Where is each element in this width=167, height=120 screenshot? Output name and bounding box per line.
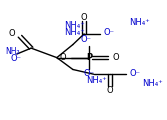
Text: O: O bbox=[113, 53, 120, 62]
Text: NH₄⁺: NH₄⁺ bbox=[129, 18, 150, 27]
Text: O⁻: O⁻ bbox=[80, 35, 91, 44]
Text: O: O bbox=[9, 29, 15, 38]
Text: O⁻: O⁻ bbox=[103, 28, 114, 37]
Text: O: O bbox=[60, 53, 66, 62]
Text: P: P bbox=[86, 53, 92, 62]
Text: NH₄⁺: NH₄⁺ bbox=[87, 76, 107, 85]
Text: O⁻: O⁻ bbox=[10, 54, 21, 63]
Text: NH₄⁺: NH₄⁺ bbox=[64, 28, 85, 37]
Text: O: O bbox=[106, 86, 113, 95]
Text: O⁻: O⁻ bbox=[83, 69, 94, 78]
Text: O⁻: O⁻ bbox=[129, 69, 140, 78]
Text: NH₂: NH₂ bbox=[6, 47, 20, 56]
Text: NH₄⁺: NH₄⁺ bbox=[64, 21, 85, 30]
Text: O: O bbox=[81, 13, 87, 22]
Text: NH₄⁺: NH₄⁺ bbox=[142, 79, 163, 88]
